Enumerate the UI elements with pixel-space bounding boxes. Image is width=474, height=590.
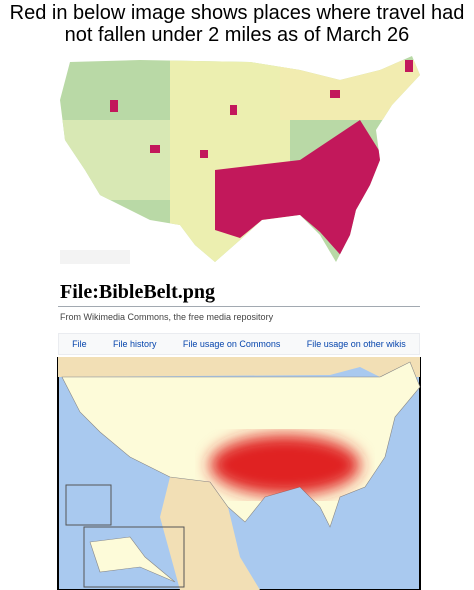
tab[interactable]: File <box>72 339 87 349</box>
tab[interactable]: File history <box>113 339 157 349</box>
county-map <box>60 56 420 264</box>
rule <box>58 306 420 307</box>
us-map <box>60 56 420 262</box>
tab[interactable]: File usage on Commons <box>182 339 281 349</box>
bible-belt-map <box>57 357 421 590</box>
legend <box>60 250 130 264</box>
caption: Red in below image shows places where tr… <box>9 2 465 46</box>
wiki-subtitle: From Wikimedia Commons, the free media r… <box>60 312 274 322</box>
tab[interactable]: File usage on other wikis <box>306 339 406 349</box>
tabs: File File history File usage on Commons … <box>58 333 420 355</box>
wiki-title: File:BibleBelt.png <box>60 281 215 303</box>
